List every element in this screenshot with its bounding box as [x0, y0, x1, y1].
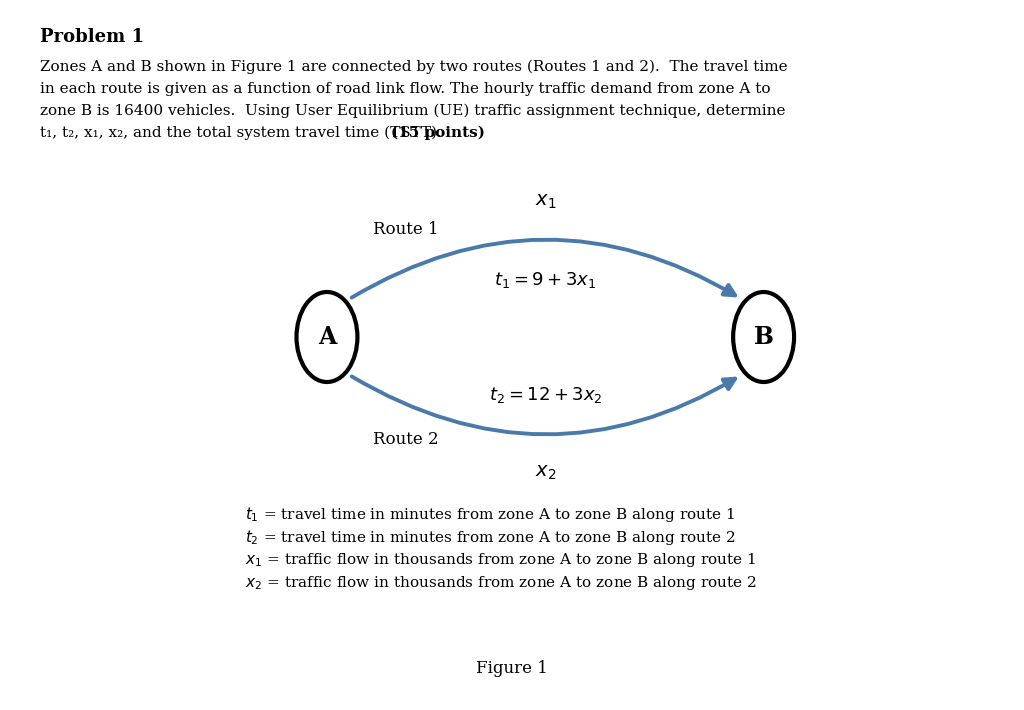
Text: Route 2: Route 2	[373, 432, 438, 449]
Text: Problem 1: Problem 1	[40, 28, 144, 46]
Text: zone B is 16400 vehicles.  Using User Equilibrium (UE) traffic assignment techni: zone B is 16400 vehicles. Using User Equ…	[40, 104, 785, 119]
Text: t₁, t₂, x₁, x₂, and the total system travel time (TSTT).: t₁, t₂, x₁, x₂, and the total system tra…	[40, 126, 452, 141]
Text: $t_2 = 12 + 3x_2$: $t_2 = 12 + 3x_2$	[488, 385, 602, 405]
Text: B: B	[754, 325, 773, 349]
Text: $x_1$ = traffic flow in thousands from zone A to zone B along route 1: $x_1$ = traffic flow in thousands from z…	[245, 551, 757, 569]
Text: $t_1 = 9 + 3x_1$: $t_1 = 9 + 3x_1$	[495, 270, 596, 290]
Text: $t_2$ = travel time in minutes from zone A to zone B along route 2: $t_2$ = travel time in minutes from zone…	[245, 528, 735, 547]
Text: $x_2$ = traffic flow in thousands from zone A to zone B along route 2: $x_2$ = traffic flow in thousands from z…	[245, 574, 757, 592]
Ellipse shape	[297, 292, 357, 382]
Text: $x_1$: $x_1$	[535, 193, 556, 212]
Text: Zones A and B shown in Figure 1 are connected by two routes (Routes 1 and 2).  T: Zones A and B shown in Figure 1 are conn…	[40, 60, 787, 75]
Text: Figure 1: Figure 1	[476, 660, 548, 677]
FancyArrowPatch shape	[351, 376, 735, 435]
FancyArrowPatch shape	[351, 240, 735, 297]
Text: $x_2$: $x_2$	[535, 464, 556, 482]
Text: A: A	[317, 325, 336, 349]
Ellipse shape	[733, 292, 794, 382]
Text: (15 points): (15 points)	[391, 126, 485, 141]
Text: $t_1$ = travel time in minutes from zone A to zone B along route 1: $t_1$ = travel time in minutes from zone…	[245, 505, 735, 524]
Text: Route 1: Route 1	[373, 222, 438, 239]
Text: in each route is given as a function of road link flow. The hourly traffic deman: in each route is given as a function of …	[40, 82, 770, 96]
